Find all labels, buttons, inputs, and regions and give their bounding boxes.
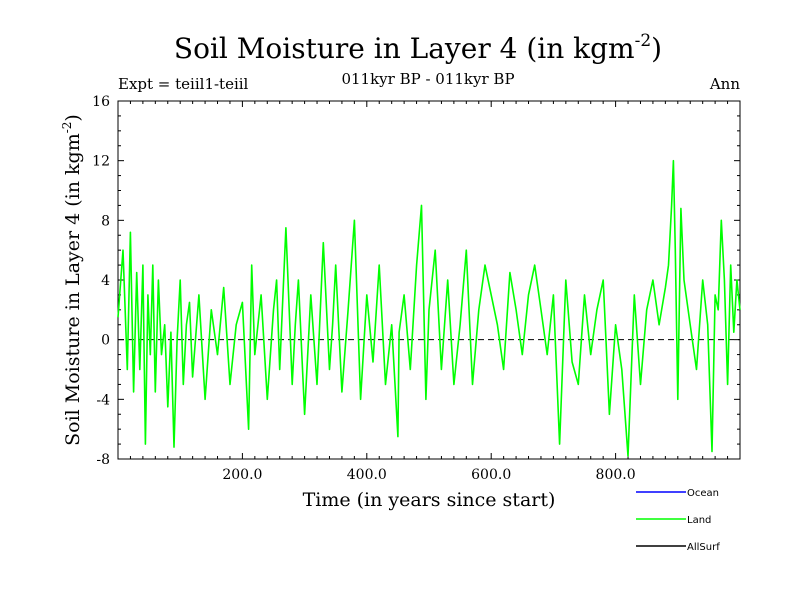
legend: Ocean Land AllSurf bbox=[636, 488, 720, 553]
y-tick-label: 4 bbox=[101, 273, 110, 289]
y-tick-label: -8 bbox=[96, 452, 110, 468]
y-tick-label: 8 bbox=[101, 213, 110, 229]
y-tick-label: 0 bbox=[101, 333, 110, 349]
legend-label-allsurf: AllSurf bbox=[687, 542, 720, 553]
y-axis-label: Soil Moisture in Layer 4 (in kgm-2) bbox=[60, 114, 84, 446]
chart-title-superscript: -2 bbox=[635, 31, 652, 51]
x-tick-label: 400.0 bbox=[347, 467, 387, 483]
chart-title: Soil Moisture in Layer 4 (in kgm-2) bbox=[174, 31, 662, 65]
x-tick-label: 200.0 bbox=[222, 467, 262, 483]
x-axis: 200.0 400.0 600.0 800.0 bbox=[129, 101, 729, 483]
experiment-label: Expt = teiil1-teiil bbox=[118, 75, 249, 93]
y-tick-label: -4 bbox=[96, 392, 110, 408]
legend-label-land: Land bbox=[687, 515, 711, 526]
x-axis-label: Time (in years since start) bbox=[303, 489, 556, 511]
y-tick-label: 12 bbox=[92, 154, 110, 170]
y-axis-label-superscript: -2 bbox=[60, 122, 74, 134]
plot-frame bbox=[117, 100, 741, 460]
x-tick-label: 800.0 bbox=[596, 467, 636, 483]
series-layer bbox=[117, 159, 741, 457]
x-tick-label: 600.0 bbox=[471, 467, 511, 483]
chart-subtitle: 011kyr BP - 011kyr BP bbox=[341, 70, 514, 88]
y-tick-label: 16 bbox=[92, 94, 110, 110]
series-line-land bbox=[117, 159, 741, 457]
season-label: Ann bbox=[709, 75, 740, 93]
legend-label-ocean: Ocean bbox=[687, 488, 719, 499]
